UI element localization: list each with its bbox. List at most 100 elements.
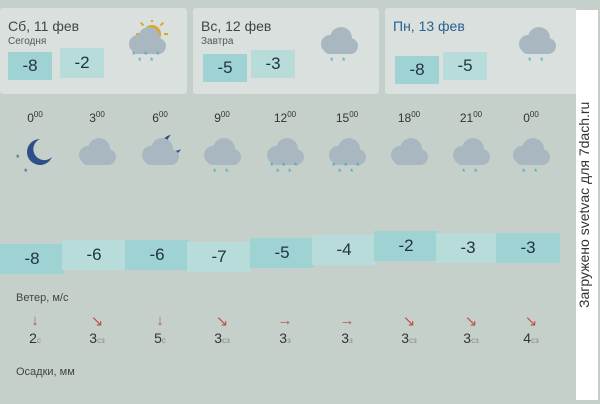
- svg-text:*: *: [462, 167, 466, 177]
- hour-column: 1800: [378, 110, 440, 182]
- svg-text:*: *: [330, 56, 334, 66]
- wind-arrow-icon: ↓: [156, 312, 164, 329]
- wind-speed: 5: [154, 330, 162, 346]
- day-date: Пн, 13 фев: [393, 18, 465, 34]
- svg-text:*: *: [332, 161, 336, 171]
- hour-label: 000: [523, 110, 539, 125]
- hour-column: 300: [66, 110, 128, 182]
- svg-text:*: *: [534, 167, 538, 177]
- svg-text:*: *: [150, 56, 154, 66]
- hour-temp: -6: [62, 239, 126, 270]
- hour-column: 1200 * * * * *: [254, 110, 316, 182]
- cloud-moon-icon: [135, 131, 185, 182]
- wind-arrow-icon: ↘: [90, 313, 104, 330]
- hour-label: 1200: [273, 110, 297, 125]
- wind-direction: сз: [471, 336, 479, 345]
- wind-arrow-icon: ↘: [464, 313, 478, 330]
- hour-temp: -3: [436, 233, 500, 264]
- svg-text:*: *: [528, 56, 532, 66]
- svg-text:*: *: [213, 167, 217, 177]
- wind-arrow-icon: →: [277, 312, 293, 329]
- wind-speed: 3: [463, 330, 472, 346]
- moon-icon: * *: [10, 131, 60, 182]
- hour-temp: -3: [496, 233, 560, 264]
- svg-text:*: *: [225, 167, 229, 177]
- partly-sunny-snow-icon: * * * * *: [122, 18, 172, 71]
- wind-cell: ↘ 3сз: [191, 312, 253, 348]
- day-min-temp: -8: [395, 56, 439, 84]
- cloud-snow-icon: * *: [512, 20, 562, 71]
- hour-temp: -5: [250, 237, 314, 268]
- day-card[interactable]: Вс, 12 фев Завтра -5 -3 * *: [193, 8, 379, 94]
- wind-arrow-icon: ↘: [524, 313, 538, 330]
- wind-speed: 2: [29, 330, 37, 346]
- cloud-snow-icon: * *: [446, 131, 496, 182]
- day-date: Сб, 11 фев: [8, 18, 80, 34]
- wind-direction: сз: [531, 336, 539, 345]
- day-min-temp: -5: [203, 54, 247, 82]
- wind-direction: сз: [97, 336, 105, 345]
- day-subtitle: Завтра: [201, 36, 234, 47]
- svg-text:*: *: [356, 161, 360, 171]
- wind-direction: з: [349, 336, 353, 345]
- cloud-snow-icon: * *: [314, 20, 364, 71]
- day-max-temp: -3: [251, 50, 295, 78]
- svg-text:*: *: [474, 167, 478, 177]
- hour-column: 600: [129, 110, 191, 182]
- wind-arrow-icon: →: [339, 312, 355, 329]
- wind-speed: 3: [341, 330, 350, 346]
- wind-speed: 3: [89, 330, 98, 346]
- wind-arrow-icon: ↘: [402, 313, 416, 330]
- svg-text:*: *: [16, 153, 20, 163]
- day-min-temp: -8: [8, 52, 52, 80]
- precip-label: Осадки, мм: [16, 366, 75, 378]
- svg-text:*: *: [344, 161, 348, 171]
- hour-temp: -2: [374, 231, 438, 261]
- cloud-heavy-snow-icon: * * * * *: [322, 131, 372, 182]
- hour-temp: -7: [187, 242, 251, 272]
- hour-temp: -4: [312, 235, 376, 266]
- svg-text:*: *: [132, 50, 136, 60]
- hour-column: 2100 * *: [440, 110, 502, 182]
- wind-cell: ↓ 2с: [4, 312, 66, 348]
- wind-cell: ↘ 3сз: [378, 312, 440, 348]
- wind-cell: ↓ 5с: [129, 312, 191, 348]
- wind-cell: ↘ 3сз: [440, 312, 502, 348]
- wind-direction: с: [36, 336, 41, 345]
- wind-arrow-icon: ↓: [31, 312, 39, 329]
- hour-label: 300: [89, 110, 105, 125]
- hour-temp: -6: [125, 239, 189, 270]
- hour-column: 000 * *: [500, 110, 562, 182]
- hour-label: 900: [214, 110, 230, 125]
- wind-cell: → 3з: [316, 312, 378, 348]
- svg-text:*: *: [288, 167, 292, 177]
- wind-cell: ↘ 4сз: [500, 312, 562, 348]
- wind-direction: з: [287, 336, 291, 345]
- hour-temp: -8: [0, 244, 64, 275]
- svg-text:*: *: [24, 167, 28, 177]
- wind-label: Ветер, м/с: [16, 292, 69, 304]
- hour-label: 1500: [335, 110, 359, 125]
- svg-text:*: *: [338, 167, 342, 177]
- cloud-heavy-snow-icon: * * * * *: [260, 131, 310, 182]
- wind-cell: → 3з: [254, 312, 316, 348]
- svg-text:*: *: [138, 56, 142, 66]
- svg-text:*: *: [294, 161, 298, 171]
- day-card[interactable]: Сб, 11 фев Сегодня -8 -2 * * * * *: [0, 8, 187, 94]
- cloud-snow-icon: * *: [506, 131, 556, 182]
- day-max-temp: -2: [60, 48, 104, 78]
- hour-label: 000: [27, 110, 43, 125]
- hour-label: 2100: [459, 110, 483, 125]
- svg-text:*: *: [144, 50, 148, 60]
- svg-text:*: *: [276, 167, 280, 177]
- wind-speed: 3: [279, 330, 288, 346]
- day-card[interactable]: Пн, 13 фев -8 -5 * *: [385, 8, 577, 94]
- svg-text:*: *: [156, 50, 160, 60]
- watermark: Загружено svetvac для 7dach.ru: [576, 10, 598, 400]
- wind-arrow-icon: ↘: [215, 313, 229, 330]
- hour-column: 1500 * * * * *: [316, 110, 378, 182]
- wind-cell: ↘ 3сз: [66, 312, 128, 348]
- hour-column: 900 * *: [191, 110, 253, 182]
- wind-speed: 3: [214, 330, 223, 346]
- hour-label: 600: [152, 110, 168, 125]
